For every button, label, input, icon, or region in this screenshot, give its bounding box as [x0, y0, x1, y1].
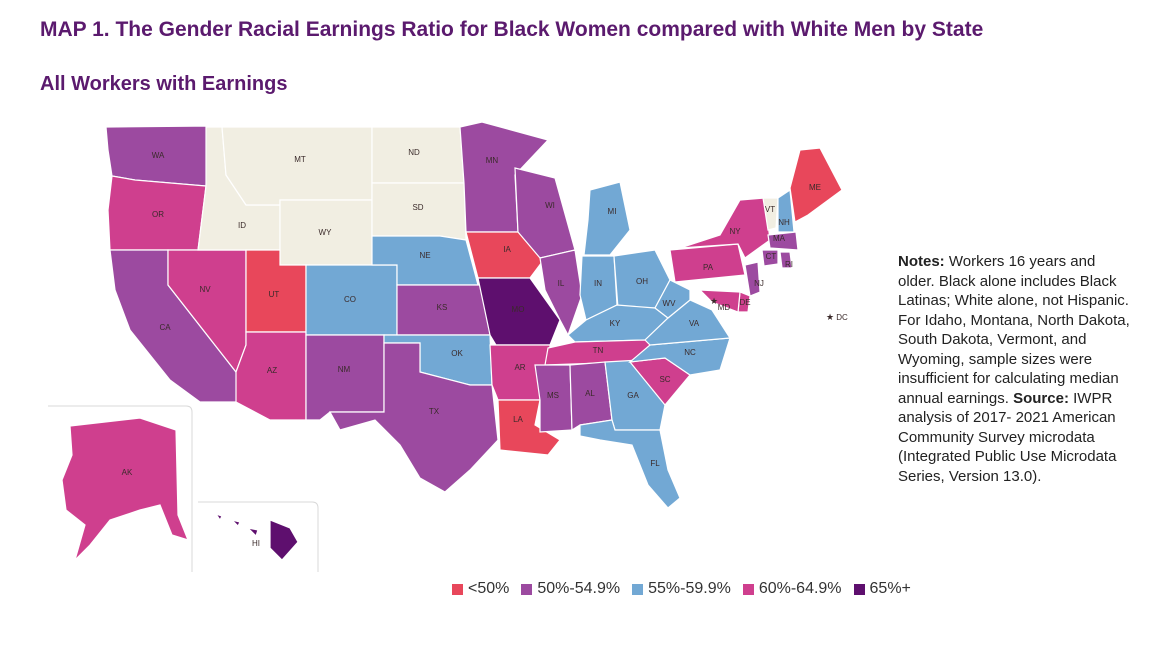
state-label-mo: MO	[512, 305, 525, 314]
legend-label: <50%	[468, 580, 510, 597]
state-label-ut: UT	[269, 290, 280, 299]
state-me	[789, 147, 843, 223]
state-az	[235, 331, 307, 421]
state-label-nm: NM	[338, 365, 351, 374]
state-label-id: ID	[238, 221, 246, 230]
state-label-fl: FL	[650, 459, 660, 468]
state-label-mn: MN	[486, 156, 499, 165]
state-label-ri: RI	[785, 260, 793, 269]
source-label: Source:	[1013, 389, 1069, 407]
state-label-ny: NY	[729, 227, 741, 236]
state-label-wy: WY	[319, 228, 333, 237]
state-label-la: LA	[513, 415, 523, 424]
notes-label: Notes:	[898, 253, 945, 270]
state-label-mi: MI	[608, 207, 617, 216]
state-mi	[583, 181, 631, 256]
state-label-de: DE	[739, 298, 750, 307]
dc-star-icon: ★	[826, 312, 834, 322]
state-label-hi: HI	[252, 539, 260, 548]
state-label-me: ME	[809, 183, 821, 192]
state-label-tn: TN	[593, 346, 604, 355]
state-label-ma: MA	[773, 234, 786, 243]
capital-star-icon: ★	[710, 296, 718, 306]
state-label-ne: NE	[419, 251, 430, 260]
legend-item-r55_59: 55%-59.9%	[632, 580, 731, 598]
state-label-va: VA	[689, 319, 700, 328]
state-label-ks: KS	[437, 303, 448, 312]
legend-label: 60%-64.9%	[758, 580, 842, 597]
legend-item-lt50: <50%	[452, 580, 509, 598]
state-label-tx: TX	[429, 407, 440, 416]
state-label-nh: NH	[778, 218, 790, 227]
legend-swatch	[521, 583, 533, 595]
state-label-ga: GA	[627, 391, 639, 400]
legend-swatch	[742, 583, 754, 595]
us-choropleth-map: WA OR CA NV ID MT WY UT AZ CO NM ND SD NE KS OK TX MN IA MO…	[48, 121, 848, 572]
state-label-nd: ND	[408, 148, 420, 157]
legend-swatch	[632, 583, 644, 595]
state-label-ok: OK	[451, 349, 463, 358]
state-label-sc: SC	[659, 375, 670, 384]
state-label-ia: IA	[503, 245, 511, 254]
state-label-ct: CT	[766, 252, 777, 261]
state-vt	[762, 197, 779, 231]
state-label-nv: NV	[199, 285, 211, 294]
state-label-pa: PA	[703, 263, 714, 272]
state-ma	[767, 231, 799, 251]
state-hi	[214, 512, 299, 561]
state-label-wv: WV	[663, 299, 677, 308]
legend-swatch	[452, 583, 463, 595]
state-tx	[328, 342, 499, 493]
source-text: IWPR analysis of 2017- 2021 American Com…	[898, 389, 1117, 485]
state-ms	[534, 364, 573, 433]
state-label-al: AL	[585, 389, 595, 398]
map-subtitle: All Workers with Earnings	[40, 73, 288, 95]
notes-text: Workers 16 years and older. Black alone …	[898, 253, 1130, 407]
map-title: MAP 1. The Gender Racial Earnings Ratio …	[40, 18, 984, 41]
state-label-ar: AR	[514, 363, 525, 372]
state-label-md: MD	[718, 303, 731, 312]
legend-item-r60_64: 60%-64.9%	[742, 580, 842, 598]
state-label-co: CO	[344, 295, 356, 304]
state-label-oh: OH	[636, 277, 648, 286]
state-label-nj: NJ	[754, 279, 764, 288]
legend-item-r65plus: 65%+	[853, 580, 911, 598]
alaska-inset-frame	[48, 405, 193, 572]
state-label-sd: SD	[412, 203, 423, 212]
state-wv	[654, 279, 691, 319]
dc-label: DC	[836, 313, 848, 322]
state-label-vt: VT	[765, 205, 775, 214]
state-label-ms: MS	[547, 391, 559, 400]
state-label-in: IN	[594, 279, 602, 288]
legend-label: 50%-54.9%	[537, 580, 621, 597]
legend-label: 55%-59.9%	[648, 580, 731, 597]
state-label-az: AZ	[267, 366, 277, 375]
legend: <50% 50%-54.9% 55%-59.9% 60%-64.9% 65%+	[452, 580, 923, 598]
state-ak	[61, 417, 190, 563]
state-label-mt: MT	[294, 155, 306, 164]
state-ct	[761, 249, 779, 267]
state-label-nc: NC	[684, 348, 696, 357]
state-ri	[779, 251, 793, 269]
hawaii-inset-frame	[198, 501, 319, 572]
state-label-wi: WI	[545, 201, 555, 210]
state-label-wa: WA	[152, 151, 165, 160]
state-label-ky: KY	[610, 319, 621, 328]
state-nm	[305, 334, 385, 421]
state-nj	[744, 261, 761, 297]
state-fl	[579, 419, 681, 509]
legend-label: 65%+	[869, 580, 911, 597]
legend-item-r50_54: 50%-54.9%	[521, 580, 620, 598]
state-mt	[221, 126, 373, 206]
legend-swatch	[853, 583, 865, 595]
state-label-or: OR	[152, 210, 164, 219]
state-md	[698, 289, 741, 313]
notes-panel: Notes: Workers 16 years and older. Black…	[898, 252, 1130, 486]
state-label-ca: CA	[159, 323, 171, 332]
state-label-ak: AK	[122, 468, 133, 477]
state-label-il: IL	[558, 279, 565, 288]
